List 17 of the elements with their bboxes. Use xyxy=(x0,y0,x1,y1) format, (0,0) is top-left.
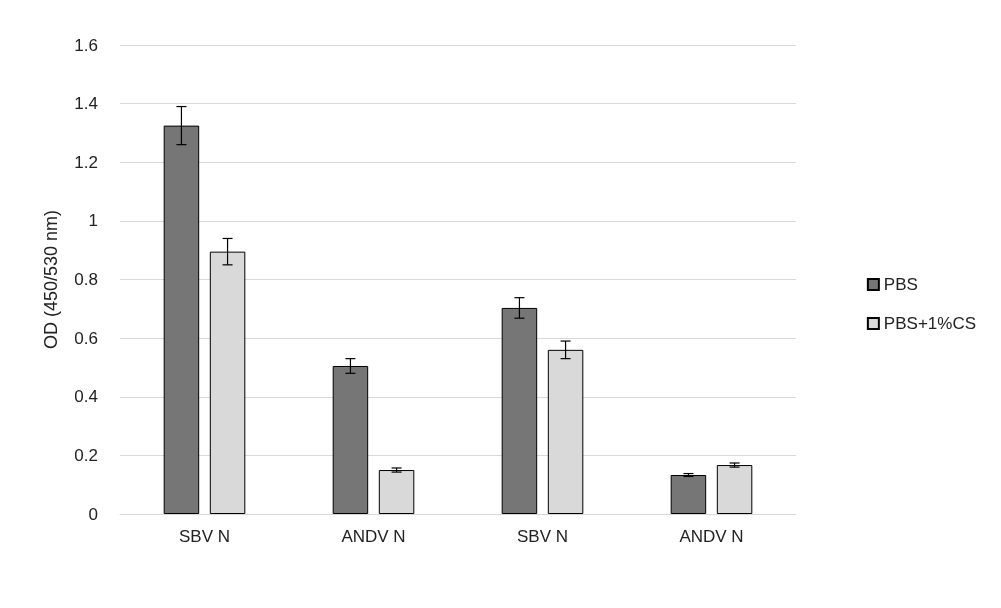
legend-label: PBS xyxy=(883,275,918,294)
x-tick-label: SBV N xyxy=(178,527,231,546)
legend-label: PBS+1%CS xyxy=(883,314,977,333)
y-tick-label: 0.6 xyxy=(74,328,98,348)
y-axis-title: OD (450/530 nm) xyxy=(41,209,61,350)
x-tick-label: SBV N xyxy=(516,527,569,546)
y-tick-label: 1.4 xyxy=(74,94,98,114)
y-tick-label: 0.8 xyxy=(74,270,98,289)
x-tick-label: ANDV N xyxy=(341,527,406,546)
y-tick-label: 0.2 xyxy=(74,445,98,465)
y-tick-label: 0.4 xyxy=(74,387,98,407)
y-tick-label: 1.2 xyxy=(74,152,98,172)
y-tick-label: 1 xyxy=(88,211,98,231)
y-tick-label: 1.6 xyxy=(74,35,98,55)
bar xyxy=(670,475,707,514)
y-tick-label: 0 xyxy=(88,504,98,524)
x-tick-label: ANDV N xyxy=(679,527,744,546)
